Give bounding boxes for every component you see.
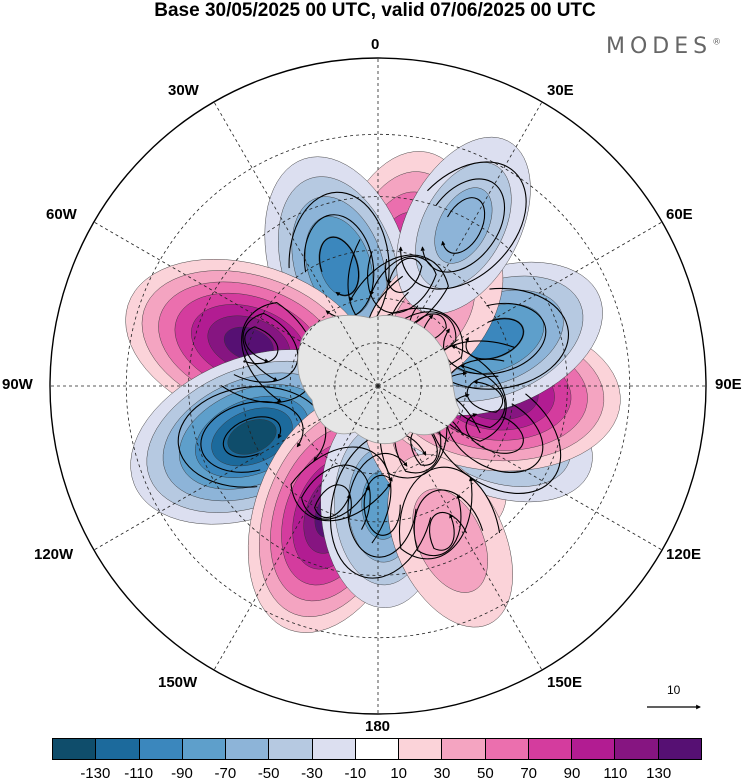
colorbar-segment: [615, 739, 659, 759]
colorbar-segment: [96, 739, 140, 759]
logo-text: MODES: [606, 34, 713, 59]
lon-label-0: 0: [371, 36, 380, 53]
streamline: [441, 197, 486, 254]
lon-label-90e: 90E: [715, 376, 742, 393]
streamline: [233, 312, 299, 383]
antarctica-landmass: [297, 314, 461, 445]
colorbar-segment: [658, 739, 701, 759]
latitude-circle: [241, 249, 515, 523]
colorbar-segment: [226, 739, 270, 759]
colorbar-segment: [53, 739, 97, 759]
streamline: [220, 301, 317, 404]
lon-label-60w: 60W: [46, 206, 77, 223]
streamline: [347, 239, 449, 333]
colorbar-tick-label: 90: [563, 765, 581, 782]
latitude-circle: [188, 196, 568, 576]
lon-label-90w: 90W: [2, 376, 33, 393]
page-title: Base 30/05/2025 00 UTC, valid 07/06/2025…: [154, 0, 596, 21]
lon-label-120w: 120W: [34, 546, 74, 563]
latitude-circle: [289, 297, 467, 475]
anomaly-center: [387, 454, 513, 628]
anomaly-contour: [412, 488, 488, 593]
colorbar-tick-label: -130: [80, 765, 111, 782]
meridian-line: [377, 385, 663, 551]
map-border: [49, 57, 707, 715]
lon-label-150w: 150W: [158, 674, 198, 691]
lon-label-150e: 150E: [547, 674, 583, 691]
streamline: [429, 511, 468, 551]
registered-mark: ®: [712, 37, 722, 48]
meridian-line: [213, 101, 379, 387]
streamline: [314, 484, 352, 521]
colorbar-tick-label: 30: [433, 765, 451, 782]
colorbar-segment: [399, 739, 443, 759]
meridian-line: [93, 385, 379, 551]
colorbar-tick-label: 110: [603, 765, 628, 782]
polar-map: [49, 57, 707, 715]
colorbar: [52, 738, 702, 760]
colorbar-tick-label: -110: [124, 765, 154, 782]
colorbar-segment: [139, 739, 183, 759]
streamline: [465, 413, 524, 454]
reference-vector-label: 10: [667, 683, 681, 697]
streamline: [243, 326, 279, 364]
latitude-circle: [125, 133, 631, 639]
graticule: [50, 58, 706, 714]
lon-label-120e: 120E: [666, 546, 702, 563]
colorbar-tick-label: -70: [214, 765, 237, 782]
colorbar-segment: [442, 739, 486, 759]
colorbar-segment: [269, 739, 313, 759]
colorbar-segment: [485, 739, 529, 759]
streamline: [200, 401, 304, 473]
streamline: [413, 489, 484, 557]
streamline: [222, 416, 282, 458]
streamline: [290, 446, 392, 544]
colorbar-tick-label: -30: [301, 765, 323, 782]
streamline: [398, 466, 501, 560]
colorbar-segment: [355, 739, 400, 759]
modes-logo: MODES®: [606, 34, 721, 59]
colorbar-segment: [572, 739, 616, 759]
colorbar-tick-label: 70: [520, 765, 537, 782]
meridian-line: [213, 385, 379, 671]
lon-label-30e: 30E: [547, 82, 574, 99]
meridian-line: [93, 221, 379, 387]
colorbar-segment: [528, 739, 573, 759]
lon-label-60e: 60E: [666, 206, 693, 223]
streamline: [300, 464, 371, 530]
colorbar-segment: [182, 739, 227, 759]
colorbar-tick-label: -50: [257, 765, 280, 782]
streamline: [398, 161, 527, 290]
anomaly-center: [396, 136, 531, 315]
colorbar-tick-label: 10: [390, 765, 407, 782]
colorbar-tick-label: -10: [344, 765, 367, 782]
lon-label-180: 180: [365, 718, 391, 735]
anomaly-contour: [434, 187, 493, 264]
colorbar-tick-label: 130: [646, 765, 672, 782]
streamline: [420, 178, 506, 273]
colorbar-segment: [312, 739, 356, 759]
meridian-line: [377, 221, 663, 387]
meridian-line: [377, 101, 543, 387]
latitude-circle: [334, 342, 422, 430]
lon-label-30w: 30W: [168, 82, 199, 99]
meridian-line: [377, 385, 543, 671]
streamline: [367, 250, 437, 314]
colorbar-tick-label: -90: [171, 765, 193, 782]
colorbar-tick-label: 50: [476, 765, 494, 782]
